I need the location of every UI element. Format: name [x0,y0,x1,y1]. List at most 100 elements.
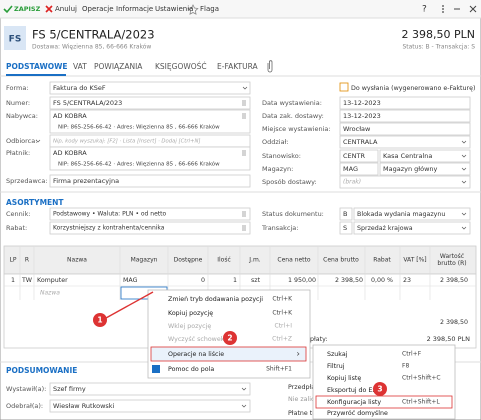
input-box[interactable] [49,109,251,134]
menu-item[interactable]: Kopiuj listę [327,375,361,382]
attachment-icon[interactable] [267,60,273,73]
dropdown-arrow[interactable] [461,180,467,184]
dropdown-arrow[interactable] [242,86,248,90]
menu-item[interactable]: Filtruj [327,363,345,370]
input-box[interactable] [339,162,379,176]
menu-item[interactable]: Pomoc do pola [168,366,214,373]
menu-item[interactable]: Operacje [82,5,114,13]
input-box[interactable] [49,146,251,171]
input-box[interactable] [353,207,471,221]
dropdown-arrow[interactable] [461,167,467,171]
input-box[interactable] [339,207,353,221]
ksef-checkbox[interactable] [339,82,349,92]
input-box[interactable] [339,135,471,149]
menu-icon[interactable] [242,150,246,156]
input-box[interactable] [49,382,251,396]
input-box[interactable] [339,149,379,163]
highlighted-item[interactable] [315,395,453,409]
menu-item[interactable]: Wklej pozycję [168,323,211,330]
input-box[interactable] [379,162,471,176]
tab[interactable]: PODSTAWOWE [6,62,68,71]
menu-item[interactable]: Konfiguracja listy [327,399,381,406]
input-box[interactable] [49,399,251,413]
tab[interactable]: KSIĘGOWOŚĆ [155,62,207,71]
menu-icon[interactable] [242,225,246,231]
table-cell: 1 [233,277,237,284]
field-label: Cennik: [6,210,31,218]
field-label: Forma: [6,84,29,92]
input-box[interactable] [339,122,471,136]
input-box[interactable] [49,96,251,110]
menu-item[interactable]: Operacje na liście [168,350,224,358]
input-box[interactable] [49,174,251,188]
input-box[interactable] [353,221,471,235]
callout-number: 1 [97,316,102,325]
input-box[interactable] [339,221,353,235]
tab[interactable]: VAT [73,62,87,71]
input-box[interactable] [339,109,471,123]
cancel-icon [45,5,53,13]
column-header: Rabat [373,257,391,264]
flag-button[interactable]: Flaga [200,5,219,13]
field-value: Korzystniejszy z kontrahenta/cennika [53,225,165,232]
menu-item[interactable]: Eksportuj do Ex [327,387,376,394]
menu-item[interactable]: Informacje [116,5,153,13]
menu-item[interactable]: Zmień tryb dodawania pozycji [168,295,263,303]
field-value: 13-12-2023 [343,99,381,107]
input-box[interactable] [339,96,471,110]
callout-number: 2 [227,334,232,343]
tab[interactable]: E-FAKTURA [217,62,259,71]
totals-amount: 2 398,50 PLN [427,335,471,343]
field-label: Rabat: [6,224,27,232]
menu-shortcut: Ctrl+Shift+C [402,375,441,382]
callout-badge [223,331,237,345]
dropdown-arrow[interactable] [461,226,467,230]
close-icon[interactable] [469,5,477,13]
dropdown-arrow[interactable] [241,404,247,408]
menu-icon[interactable] [242,100,246,106]
table-cell: 0 [201,277,205,284]
field-label: Status dokumentu: [262,210,324,218]
more-icon [442,5,444,7]
menu-item[interactable]: Ustawienia [155,5,193,13]
input-box[interactable] [49,221,251,235]
dropdown-arrow[interactable] [241,387,247,391]
document-title: FS 5/CENTRALA/2023 [32,28,155,42]
document-status: Status: B - Transakcja: S [402,44,475,51]
menu-item[interactable]: Szukaj [327,351,348,358]
dropdown-arrow[interactable] [461,212,467,216]
menu-item[interactable]: Kopiuj pozycję [168,310,213,317]
input-box[interactable] [49,81,251,95]
doc-icon [4,26,26,50]
field-value: FS 5/CENTRALA/2023 [53,99,122,107]
field-value: Faktura do KSeF [53,84,106,92]
menu-item[interactable]: Przywróć domyślne [327,409,388,417]
input-box[interactable] [339,175,471,189]
field-label: Numer: [6,99,30,107]
field-code: S [343,224,347,232]
column-header: Ilość [217,257,231,264]
menu-item[interactable]: Wyczyść schowek [168,335,225,343]
save-button[interactable]: ZAPISZ [14,5,41,13]
field-value: Magazyn główny [383,165,438,173]
dropdown-arrow[interactable] [35,139,41,143]
field-label: Transakcja: [261,224,298,232]
help-button[interactable]: ? [422,5,427,15]
dropdown-arrow[interactable] [461,140,467,144]
table-total: 2 398,50 [440,319,468,326]
input-box[interactable] [49,207,251,221]
doc-icon-label: FS [9,35,22,45]
menu-shortcut: Ctrl+I [275,323,293,330]
menu-icon[interactable] [242,113,246,119]
column-header: Magazyn [131,257,158,264]
input-box[interactable] [379,149,471,163]
field-label: Data wystawienia: [262,99,322,107]
column-header: J.m. [248,257,261,264]
field-placeholder: (brak) [343,179,361,186]
cancel-button[interactable]: Anuluj [55,5,77,13]
dropdown-arrow[interactable] [461,154,467,158]
highlighted-item[interactable] [150,346,307,362]
tab[interactable]: POWIĄZANIA [94,62,143,71]
menu-icon[interactable] [242,211,246,217]
